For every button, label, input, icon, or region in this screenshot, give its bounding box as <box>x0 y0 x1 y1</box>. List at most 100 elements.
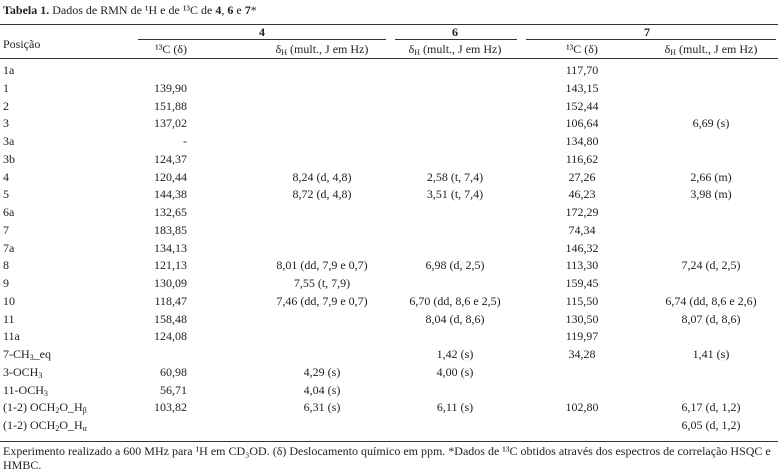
dh-part: (mult., J em Hz) <box>420 42 502 56</box>
cell-text: 151,88 <box>154 98 187 113</box>
row-label: 11-OCH3 <box>3 382 48 398</box>
table-cell: 6,69 (s) <box>693 116 730 130</box>
row-label: 5 <box>3 187 9 201</box>
table-cell: 74,34 <box>569 223 596 237</box>
bottom-rule <box>0 441 778 442</box>
label-part: 5 <box>3 187 9 202</box>
dh-part: (mult., J em Hz) <box>287 42 369 56</box>
row-label: 7-CH3_eq <box>3 347 51 362</box>
label-part: 10 <box>3 293 15 308</box>
table-cell: 115,50 <box>566 294 599 308</box>
cell-text: 8,07 (d, 8,6) <box>681 311 741 326</box>
table-cell: 130,50 <box>566 312 599 326</box>
table-cell: 139,90 <box>154 81 187 95</box>
label-part: 7-CH <box>3 347 30 361</box>
table-cell: 119,97 <box>566 329 599 343</box>
cell-text: 3,98 (m) <box>690 187 732 202</box>
table-cell: 106,64 <box>566 116 599 130</box>
table-cell: 117,70 <box>566 63 599 77</box>
table-cell: 7,46 (dd, 7,9 e 0,7) <box>276 294 367 308</box>
row-label: 11a <box>3 329 20 343</box>
row-label: 4 <box>3 170 9 184</box>
dh-sub: H <box>670 48 677 57</box>
cell-text: 60,98 <box>160 364 187 379</box>
table-cell: 137,02 <box>154 116 187 130</box>
table-cell: 152,44 <box>566 99 599 113</box>
label-part: O_H <box>59 400 83 415</box>
table-cell: 8,24 (d, 4,8) <box>293 170 352 184</box>
table-cell: 102,80 <box>566 400 599 414</box>
cell-text: 1,41 (s) <box>692 347 730 361</box>
cell-text: 6,11 (s) <box>436 400 474 415</box>
cell-text: 6,98 (d, 2,5) <box>425 258 485 273</box>
cell-text: 132,65 <box>154 205 187 219</box>
label-part: 2 <box>55 424 60 433</box>
table-cell: 113,30 <box>566 258 599 272</box>
cell-text: 4,04 (s) <box>303 382 341 397</box>
title-part: 4 <box>215 3 222 17</box>
cell-text: 1,42 (s) <box>436 347 474 361</box>
cell-text: 121,13 <box>154 258 187 273</box>
cell-text: 139,90 <box>154 80 187 95</box>
table-cell: 103,82 <box>154 400 187 414</box>
label-part: 6a <box>3 205 15 219</box>
table-cell: 183,85 <box>154 223 187 237</box>
cell-text: 2,66 (m) <box>690 169 732 184</box>
table-cell: 6,74 (dd, 8,6 e 2,6) <box>665 294 756 308</box>
table-cell: 1,41 (s) <box>693 347 730 361</box>
cell-text: 8,24 (d, 4,8) <box>292 169 352 184</box>
table-cell: 130,09 <box>154 276 187 290</box>
cell-text: 7,55 (t, 7,9) <box>293 276 351 290</box>
column-header: δH (mult., J em Hz) <box>664 42 758 57</box>
table-cell: 121,13 <box>154 258 187 272</box>
table-cell: 56,71 <box>160 383 187 397</box>
label-part: 7a <box>3 240 15 255</box>
cell-text: 117,70 <box>565 63 599 77</box>
cell-text: - <box>183 134 187 148</box>
title-part: * <box>250 3 257 17</box>
row-label: (1-2) OCH2O_Hα <box>3 418 87 433</box>
cell-text: 6,69 (s) <box>692 116 730 131</box>
cell-text: 124,37 <box>154 151 187 166</box>
table-cell: 1,42 (s) <box>437 347 474 361</box>
table-cell: 6,17 (d, 1,2) <box>682 400 741 414</box>
table-cell: 118,47 <box>154 294 187 308</box>
label-part: 2 <box>55 406 60 416</box>
table-cell: 6,31 (s) <box>304 400 341 414</box>
cell-text: 103,82 <box>154 400 187 415</box>
cell-text: 7,24 (d, 2,5) <box>681 258 741 273</box>
label-part: (1-2) OCH <box>3 400 56 415</box>
table-cell: 6,98 (d, 2,5) <box>426 258 485 272</box>
group-header: 7 <box>644 25 650 39</box>
cell-text: 3,51 (t, 7,4) <box>426 187 484 202</box>
dh-part: δ <box>664 42 671 56</box>
label-part: 1 <box>3 80 9 95</box>
table-cell: 4,29 (s) <box>304 365 341 379</box>
label-part: 1a <box>3 63 15 77</box>
cell-text: 2,58 (t, 7,4) <box>426 169 484 184</box>
row-label: 2 <box>3 99 9 113</box>
label-part: 3a <box>3 134 15 148</box>
column-header: δH (mult., J em Hz) <box>276 42 369 57</box>
label-part: 3 <box>43 388 48 398</box>
cell-text: 134,13 <box>154 240 187 255</box>
label-part: 11-OCH <box>3 382 44 397</box>
cell-text: 130,50 <box>565 311 599 326</box>
c13-header: ¹³C (δ) <box>155 42 187 56</box>
table-cell: 144,38 <box>154 187 187 201</box>
table-cell: 120,44 <box>154 170 187 184</box>
title-part: 6 <box>227 3 234 17</box>
cell-text: 6,70 (dd, 8,6 e 2,5) <box>409 293 501 308</box>
row-label: 7 <box>3 223 9 237</box>
table-cell: 2,66 (m) <box>690 170 731 184</box>
row-label: 11 <box>3 312 15 326</box>
label-part: 3b <box>3 151 15 166</box>
column-header: ¹³C (δ) <box>566 42 598 56</box>
cell-text: 159,45 <box>565 276 599 290</box>
cell-text: 118,47 <box>154 293 187 308</box>
title-part: Dados de RMN de ¹H e de ¹³C de <box>49 3 216 17</box>
table-cell: 27,26 <box>569 170 596 184</box>
label-part: 7 <box>3 222 9 237</box>
label-part: 3 <box>38 370 43 380</box>
cell-text: 144,38 <box>154 187 187 202</box>
